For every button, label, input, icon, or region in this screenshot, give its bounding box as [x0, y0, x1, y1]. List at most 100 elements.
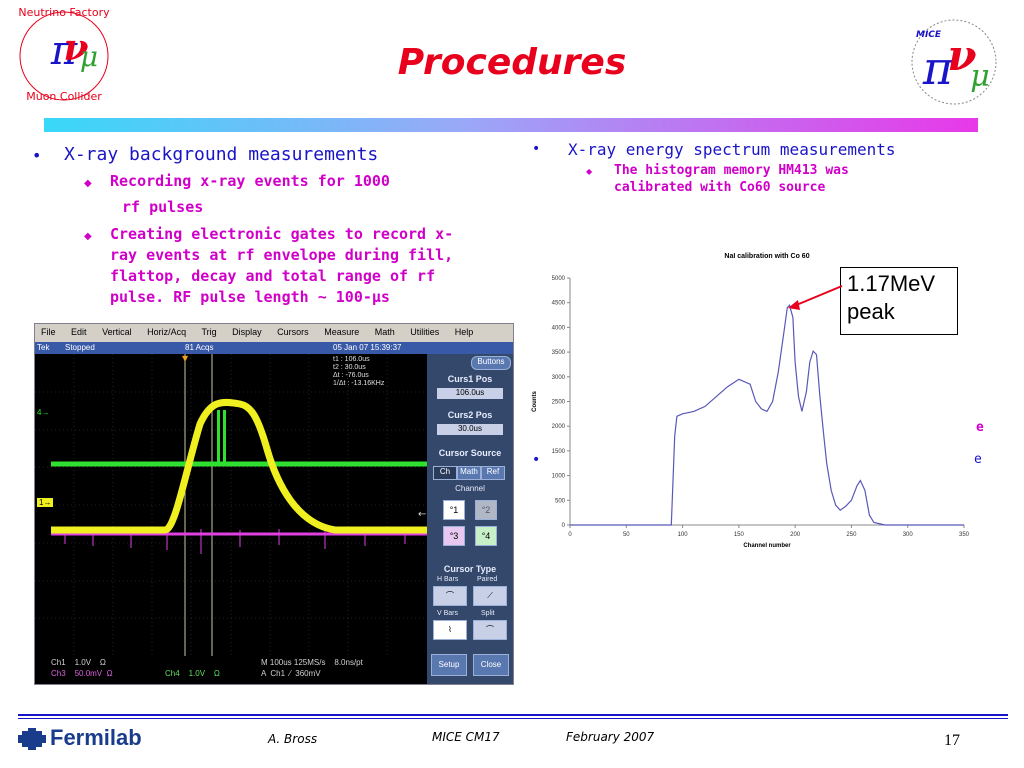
- hidden-bullet-dot: •: [532, 452, 541, 468]
- curs2-label: Curs2 Pos: [447, 410, 493, 420]
- curs1-label: Curs1 Pos: [447, 374, 493, 384]
- scope-sidepanel: Buttons Curs1 Pos 106.0us Curs2 Pos 30.0…: [427, 354, 513, 684]
- menu-edit[interactable]: Edit: [71, 327, 87, 337]
- bottom-ch1: Ch1 1.0V Ω: [51, 658, 106, 667]
- callout-arrow: [788, 285, 843, 310]
- cursor-source-label: Cursor Source: [438, 448, 502, 458]
- left-sub1-line2: rf pulses: [122, 198, 204, 216]
- channel4-marker: 4→: [37, 408, 50, 417]
- svg-text:π: π: [50, 28, 78, 74]
- oscilloscope-window: File Edit Vertical Horiz/Acq Trig Displa…: [34, 323, 514, 685]
- y-tick-label: 2500: [552, 400, 566, 406]
- y-tick-label: 1500: [552, 449, 566, 455]
- menu-help[interactable]: Help: [454, 327, 474, 337]
- menu-horiz-acq[interactable]: Horiz/Acq: [147, 327, 187, 337]
- y-axis-label: Counts: [532, 391, 538, 412]
- callout-line1: 1.17MeV: [847, 271, 936, 296]
- hbars-label: H Bars: [437, 576, 459, 583]
- menu-trig[interactable]: Trig: [201, 327, 217, 337]
- split-label: Split: [481, 610, 495, 617]
- curs1-value[interactable]: 106.0us: [437, 388, 503, 399]
- vbars-button[interactable]: ⌇: [433, 620, 467, 640]
- mice-logo-text: MICE: [916, 30, 942, 40]
- setup-button[interactable]: Setup: [431, 654, 467, 676]
- bottom-horiz: M 100us 125MS/s 8.0ns/pt: [261, 658, 363, 667]
- split-button[interactable]: ⌒: [473, 620, 507, 640]
- curs2-value[interactable]: 30.0us: [437, 424, 503, 435]
- menu-measure[interactable]: Measure: [324, 327, 360, 337]
- menu-cursors[interactable]: Cursors: [277, 327, 309, 337]
- y-tick-label: 0: [562, 523, 566, 529]
- y-tick-label: 3000: [552, 375, 566, 381]
- chart-title: NaI calibration with Co 60: [724, 253, 809, 260]
- trigger-marker-icon: ▼: [182, 354, 189, 363]
- y-tick-label: 5000: [552, 276, 566, 282]
- x-tick-label: 200: [790, 532, 801, 538]
- page-number: 17: [944, 732, 960, 749]
- channel-1-button[interactable]: °1: [443, 500, 465, 520]
- channel-4-button[interactable]: °4: [475, 526, 497, 546]
- menu-vertical[interactable]: Vertical: [102, 327, 132, 337]
- x-axis-label: Channel number: [743, 543, 791, 549]
- hbars-button[interactable]: ⌒: [433, 586, 467, 606]
- svg-text:μ: μ: [970, 59, 990, 94]
- channel-2-button[interactable]: °2: [475, 500, 497, 520]
- diamond-bullet-icon: ◆: [84, 231, 92, 242]
- readout-t1: t1 : 106.0us: [333, 356, 370, 363]
- tab-ch[interactable]: Ch: [433, 466, 457, 480]
- bullet-dot: •: [32, 146, 42, 165]
- footer-rule-thin: [18, 718, 1008, 719]
- x-tick-label: 350: [959, 532, 970, 538]
- left-sub2-line3: flattop, decay and total range of rf: [110, 267, 436, 285]
- scope-menubar: File Edit Vertical Horiz/Acq Trig Displa…: [35, 324, 513, 342]
- peak-callout: 1.17MeV peak: [840, 267, 958, 335]
- fermilab-logo-icon: [18, 728, 46, 754]
- menu-file[interactable]: File: [41, 327, 56, 337]
- right-heading: X-ray energy spectrum measurements: [568, 140, 896, 159]
- y-tick-label: 1000: [552, 474, 566, 480]
- svg-text:ν: ν: [947, 31, 976, 80]
- tab-ref[interactable]: Ref: [481, 466, 505, 480]
- paired-button[interactable]: ⟋: [473, 586, 507, 606]
- left-heading: X-ray background measurements: [64, 144, 379, 165]
- scope-statusbar: Tek Stopped 81 Acqs 05 Jan 07 15:39:37: [35, 342, 513, 354]
- footer-meeting: MICE CM17: [432, 730, 500, 744]
- footer-rule: [18, 714, 1008, 716]
- close-button[interactable]: Close: [473, 654, 509, 676]
- left-sub1-line1: Recording x-ray events for 1000: [110, 172, 390, 190]
- footer-date: February 2007: [566, 730, 655, 744]
- mice-logo: π ν μ: [904, 14, 1004, 110]
- left-sub2-line1: Creating electronic gates to record x-: [110, 225, 454, 243]
- menu-display[interactable]: Display: [232, 327, 262, 337]
- diamond-bullet-icon: ◆: [84, 178, 92, 189]
- left-sub2-line4: pulse. RF pulse length ~ 100-µs: [110, 288, 390, 306]
- x-tick-label: 100: [678, 532, 689, 538]
- menu-math[interactable]: Math: [374, 327, 395, 337]
- footer-author: A. Bross: [268, 732, 318, 746]
- buttons-button[interactable]: Buttons: [471, 356, 511, 370]
- nai-calibration-chart: NaI calibration with Co 60 0 500 1000 1500 20…: [522, 244, 982, 556]
- x-tick-label: 50: [623, 532, 630, 538]
- fermilab-logo-text: Fermilab: [50, 725, 142, 750]
- x-tick-label: 300: [903, 532, 914, 538]
- menu-utilities[interactable]: Utilities: [410, 327, 440, 337]
- readout-inv-dt: 1/Δt : -13.16KHz: [333, 380, 385, 387]
- diamond-bullet-icon: ◆: [586, 167, 593, 176]
- right-sub1-line1: The histogram memory HM413 was: [614, 163, 849, 178]
- y-tick-label: 2000: [552, 424, 566, 430]
- channel-3-button[interactable]: °3: [443, 526, 465, 546]
- series-line-0: [570, 303, 964, 526]
- hidden-text-fragment: e: [974, 452, 982, 467]
- page-title: Procedures: [397, 42, 627, 83]
- status-date: 05 Jan 07 15:39:37: [333, 343, 402, 352]
- vbars-label: V Bars: [437, 610, 459, 617]
- right-sub1-line2: calibrated with Co60 source: [614, 180, 826, 195]
- y-tick-label: 4500: [552, 301, 566, 307]
- left-sub2-line2: ray events at rf envelope during fill,: [110, 246, 454, 264]
- status-tek: Tek: [37, 343, 50, 352]
- tab-math[interactable]: Math: [457, 466, 481, 480]
- y-tick-label: 4000: [552, 325, 566, 331]
- logo-top-text: Neutrino Factory: [18, 6, 110, 19]
- bottom-ch3: Ch3 50.0mV Ω: [51, 669, 113, 678]
- scope-screen: ← t1 : 106.0us t2 : 30.0us Δt : -76.0us …: [35, 354, 427, 656]
